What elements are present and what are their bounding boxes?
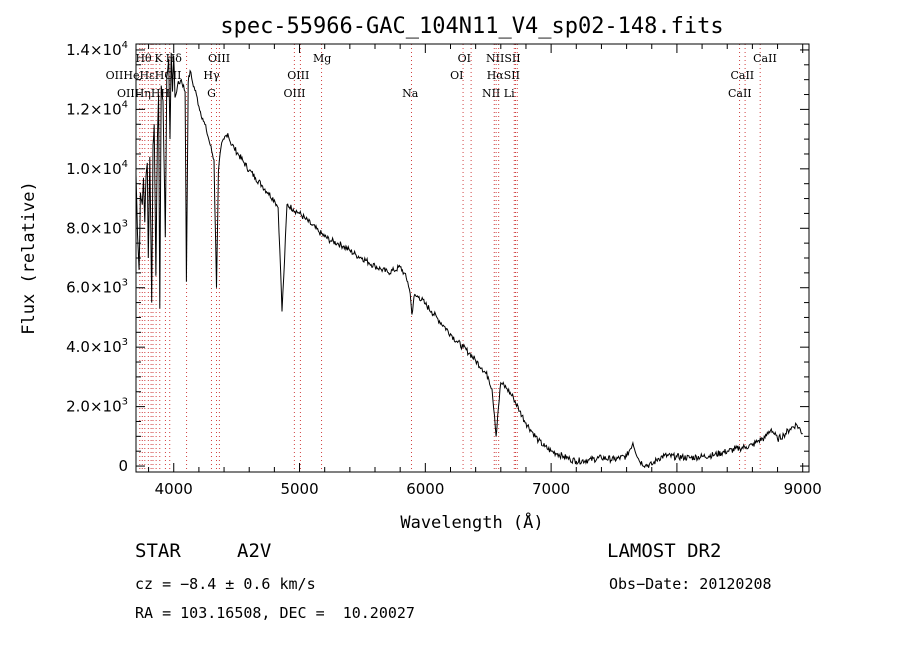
y-tick-label: 1.2×104 [66, 99, 128, 118]
redshift-cz: cz = −8.4 ± 0.6 km/s [135, 575, 316, 593]
line-label: G [207, 87, 216, 100]
x-tick-label: 4000 [155, 480, 193, 498]
line-label: Hγ [203, 69, 220, 82]
plot-frame [135, 43, 810, 473]
x-tick-label: 5000 [280, 480, 318, 498]
spectrum-series-line [135, 52, 803, 469]
x-axis-ticks: 4000 5000 6000 7000 8000 9000 [148, 44, 822, 498]
spectrum-chart: spec-55966-GAC_104N11_V4_sp02-148.fits H… [19, 14, 822, 533]
line-label: Na [402, 87, 419, 100]
line-label: NII Li [482, 87, 515, 100]
y-tick-label: 1.0×104 [66, 159, 128, 178]
line-label: Mg [313, 52, 331, 65]
y-tick-label: 4.0×103 [66, 337, 128, 356]
object-class: STAR [135, 540, 181, 562]
ra-dec-coordinates: RA = 103.16508, DEC = 10.20027 [135, 604, 415, 622]
line-label: OIIHeHεHCII [106, 69, 182, 82]
spectral-line-markers [139, 44, 761, 472]
line-label: OI [450, 69, 463, 82]
line-label: OIIHηHH [117, 87, 170, 100]
observation-date: Obs−Date: 20120208 [609, 575, 772, 593]
y-tick-label: 1.4×104 [66, 40, 128, 59]
x-tick-label: 6000 [406, 480, 444, 498]
y-axis-label: Flux (relative) [19, 181, 39, 335]
survey-name: LAMOST DR2 [607, 540, 722, 562]
x-tick-label: 7000 [532, 480, 570, 498]
object-subclass: A2V [237, 540, 272, 562]
line-label: OIII [287, 69, 309, 82]
line-label: HαSII [487, 69, 520, 82]
line-label: CaII [730, 69, 754, 82]
y-tick-label: 8.0×103 [66, 218, 128, 237]
line-label: NIISII [486, 52, 521, 65]
line-label: CaII [728, 87, 752, 100]
chart-title: spec-55966-GAC_104N11_V4_sp02-148.fits [220, 14, 723, 39]
y-tick-label: 2.0×103 [66, 397, 128, 416]
line-label: OI [458, 52, 471, 65]
x-axis-label: Wavelength (Å) [400, 511, 543, 533]
line-label: K [155, 52, 164, 65]
line-label: CaII [753, 52, 777, 65]
x-tick-label: 8000 [658, 480, 696, 498]
line-label: OIII [283, 87, 305, 100]
line-label: Hθ [135, 52, 152, 65]
x-tick-label: 9000 [784, 480, 822, 498]
line-label: OIII [208, 52, 230, 65]
y-tick-label: 0 [118, 457, 128, 475]
y-tick-label: 6.0×103 [66, 278, 128, 297]
y-axis-ticks: 0 2.0×103 4.0×103 6.0×103 8.0×103 1.0×104 1.2×… [66, 40, 809, 475]
